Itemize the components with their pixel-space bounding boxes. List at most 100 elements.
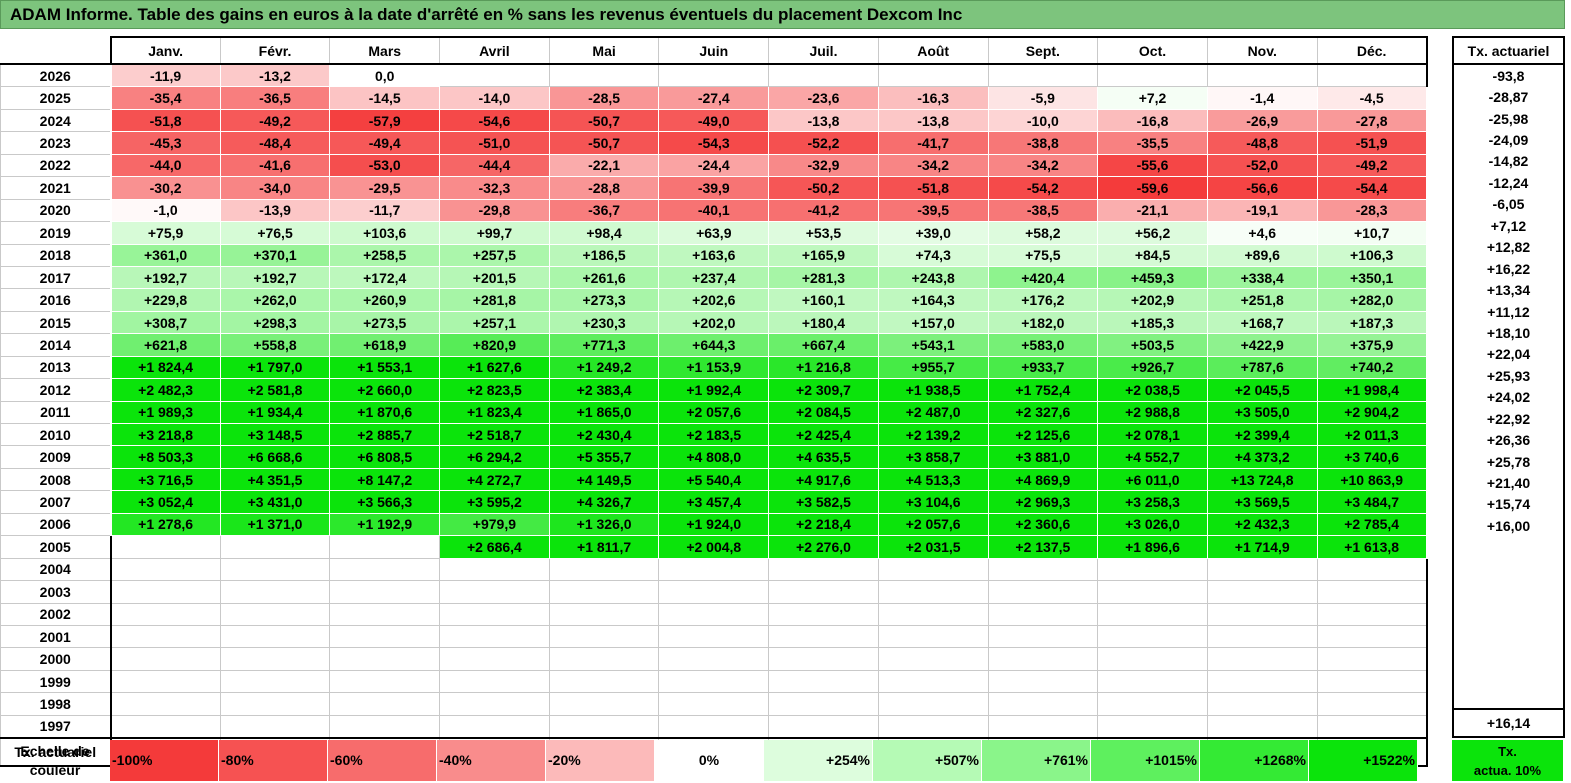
gain-cell: +4,6 xyxy=(1206,221,1318,245)
scale-swatch: +1268% xyxy=(1200,740,1309,781)
scale-swatch: -20% xyxy=(546,740,655,781)
gain-cell: +56,2 xyxy=(1097,221,1208,245)
gain-cell: -54,6 xyxy=(439,108,550,133)
rate-cell xyxy=(1452,536,1565,559)
gain-cell: +2 969,3 xyxy=(987,490,1099,514)
table-row: 2002 xyxy=(0,602,1428,626)
gain-cell xyxy=(1206,692,1318,716)
month-header: Janv. xyxy=(109,36,221,65)
year-label: 2024 xyxy=(0,108,111,133)
gain-cell xyxy=(219,602,331,626)
gain-cell xyxy=(329,692,441,716)
color-scale: Echelle de couleur -100% -80% -60% -40% -20%… xyxy=(0,740,1418,781)
month-header: Mars xyxy=(329,36,441,65)
month-header: Juil. xyxy=(768,36,879,65)
gain-cell: +262,0 xyxy=(219,288,331,312)
table-row: 2021 -30,2 -34,0 -29,5 -32,3 -28,8 -39,9 -50,2-… xyxy=(0,176,1428,200)
gain-cell: +979,9 xyxy=(439,512,550,537)
gain-cell xyxy=(768,63,879,88)
gain-cell xyxy=(1097,714,1208,739)
gain-cell xyxy=(877,602,989,626)
gain-cell: +820,9 xyxy=(439,333,550,357)
gain-cell xyxy=(219,647,331,671)
gain-cell xyxy=(658,602,770,626)
gain-cell: -57,9 xyxy=(329,108,441,133)
table-row: 2025 -35,4 -36,5 -14,5 -14,0 -28,5 -27,4 -23,6-… xyxy=(0,86,1428,110)
gains-table: Janv. Févr. Mars Avril Mai Juin Juil. Août Sept.… xyxy=(0,36,1428,768)
gain-cell: -54,3 xyxy=(658,131,770,155)
gain-cell: -54,2 xyxy=(987,176,1099,200)
rate-legend-line2: actua. 10% xyxy=(1473,763,1542,778)
gain-cell: +787,6 xyxy=(1206,355,1318,380)
year-label: 2009 xyxy=(0,445,111,469)
gain-cell: +2 885,7 xyxy=(329,422,441,447)
year-label: 2019 xyxy=(0,221,111,245)
month-header: Avril xyxy=(439,36,550,65)
gain-cell: +5 355,7 xyxy=(548,445,660,469)
gain-cell: -35,5 xyxy=(1097,131,1208,155)
table-row: 2000 xyxy=(0,647,1428,671)
gain-cell xyxy=(1316,624,1428,649)
rate-legend: Tx. actua. 10% xyxy=(1452,740,1563,781)
gain-cell: +2 383,4 xyxy=(548,378,660,402)
year-label: 1997 xyxy=(0,714,111,739)
gain-cell: +168,7 xyxy=(1206,310,1318,335)
gain-cell: -34,0 xyxy=(219,176,331,200)
gain-cell: +2 137,5 xyxy=(987,535,1099,559)
year-label: 2018 xyxy=(0,243,111,267)
gain-cell: -32,3 xyxy=(439,176,550,200)
gain-cell xyxy=(109,714,221,739)
table-row: 2014 +621,8 +558,8 +618,9 +820,9 +771,3 +644,3… xyxy=(0,333,1428,357)
gain-cell: +202,0 xyxy=(658,310,770,335)
gain-cell: +459,3 xyxy=(1097,265,1208,290)
table-row: 2020 -1,0 -13,9 -11,7 -29,8 -36,7 -40,1 -41,2 -3… xyxy=(0,198,1428,223)
gain-cell: +192,7 xyxy=(219,265,331,290)
table-row: 2017 +192,7 +192,7 +172,4 +201,5 +261,6 +237,4… xyxy=(0,265,1428,290)
gain-cell: +618,9 xyxy=(329,333,441,357)
gain-cell: +1 752,4 xyxy=(987,378,1099,402)
gain-cell: -26,9 xyxy=(1206,108,1318,133)
gain-cell xyxy=(768,669,879,694)
gain-cell: +2 004,8 xyxy=(658,535,770,559)
table-row: 2015 +308,7 +298,3 +273,5 +257,1 +230,3 +202,0… xyxy=(0,310,1428,335)
gain-cell: +39,0 xyxy=(877,221,989,245)
gain-cell: +3 484,7 xyxy=(1316,490,1428,514)
rate-cell: -6,05 xyxy=(1452,193,1565,216)
gain-cell xyxy=(877,692,989,716)
gain-cell: +163,6 xyxy=(658,243,770,267)
gain-cell xyxy=(768,624,879,649)
gain-cell: +3 858,7 xyxy=(877,445,989,469)
gain-cell xyxy=(548,624,660,649)
rate-cell: +26,36 xyxy=(1452,429,1565,451)
gain-cell: -36,5 xyxy=(219,86,331,110)
gain-cell xyxy=(219,692,331,716)
year-label: 2026 xyxy=(0,63,111,88)
gain-cell: +3 104,6 xyxy=(877,490,989,514)
gain-cell xyxy=(219,714,331,739)
page-title: ADAM Informe. Table des gains en euros à… xyxy=(0,0,1565,29)
gain-cell: +1 924,0 xyxy=(658,512,770,537)
table-row: 2022 -44,0 -41,6 -53,0 -44,4 -22,1 -24,4 -32,9-… xyxy=(0,153,1428,178)
rate-cell: +25,78 xyxy=(1452,450,1565,473)
color-scale-label-line1: Echelle de xyxy=(20,743,90,759)
gain-cell xyxy=(768,580,879,604)
gain-cell: +4 326,7 xyxy=(548,490,660,514)
gain-cell: -38,5 xyxy=(987,198,1099,223)
gain-cell xyxy=(109,557,221,582)
gain-cell: +229,8 xyxy=(109,288,221,312)
gain-cell: +3 595,2 xyxy=(439,490,550,514)
table-row: 2016 +229,8 +262,0 +260,9 +281,8 +273,3 +202,6… xyxy=(0,288,1428,312)
gain-cell: +273,3 xyxy=(548,288,660,312)
month-header: Déc. xyxy=(1316,36,1428,65)
table-row: 2001 xyxy=(0,624,1428,649)
gain-cell xyxy=(658,580,770,604)
gain-cell: +3 258,3 xyxy=(1097,490,1208,514)
gain-cell: +2 031,5 xyxy=(877,535,989,559)
year-label: 2002 xyxy=(0,602,111,626)
gain-cell: -27,4 xyxy=(658,86,770,110)
gain-cell xyxy=(439,669,550,694)
rate-cell: +12,82 xyxy=(1452,236,1565,258)
gain-cell xyxy=(109,580,221,604)
gain-cell: +2 038,5 xyxy=(1097,378,1208,402)
gain-cell: -16,3 xyxy=(877,86,989,110)
